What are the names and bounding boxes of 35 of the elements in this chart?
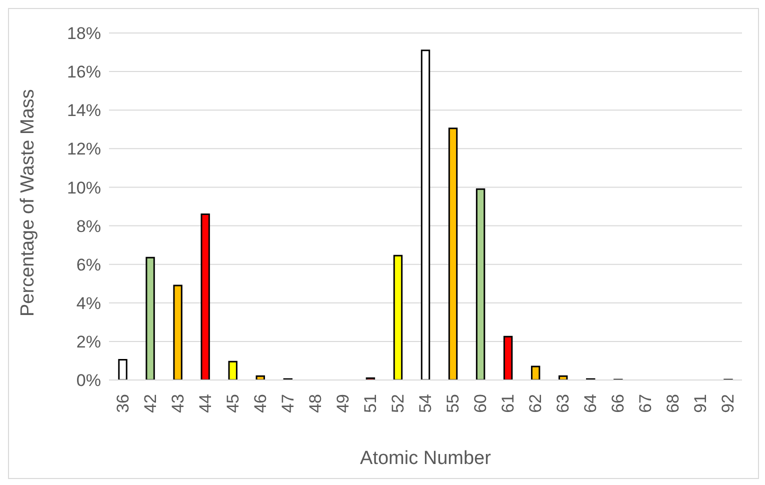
x-tick-label: 61 — [498, 394, 518, 413]
x-tick-label: 66 — [608, 394, 628, 413]
x-tick-label: 48 — [306, 394, 325, 413]
x-tick-label: 54 — [416, 394, 435, 413]
x-tick-label: 55 — [444, 394, 463, 413]
y-tick-label: 2% — [76, 332, 101, 352]
y-tick-label: 8% — [76, 216, 101, 236]
y-axis-title: Percentage of Waste Mass — [18, 89, 39, 316]
y-tick-label: 6% — [76, 255, 101, 274]
x-tick-label: 45 — [223, 394, 242, 413]
y-tick-label: 0% — [76, 371, 101, 390]
y-tick-label: 18% — [66, 24, 101, 44]
x-tick-label: 60 — [471, 394, 490, 413]
y-tick-label: 4% — [76, 294, 101, 313]
x-tick-label: 49 — [333, 394, 352, 413]
x-tick-label: 62 — [526, 394, 546, 413]
x-tick-label: 92 — [718, 394, 738, 413]
x-tick-label: 51 — [360, 394, 380, 413]
x-tick-label: 46 — [250, 394, 270, 413]
x-tick-label: 68 — [664, 394, 683, 413]
y-tick-label: 12% — [66, 140, 101, 159]
y-tick-label: 14% — [66, 101, 101, 120]
y-tick-label: 10% — [66, 178, 101, 198]
x-tick-label: 91 — [691, 394, 710, 413]
x-tick-label: 64 — [581, 394, 600, 413]
y-tick-label: 16% — [66, 62, 101, 82]
x-tick-label: 67 — [636, 394, 656, 413]
x-tick-label: 63 — [554, 394, 573, 413]
x-tick-label: 43 — [168, 394, 188, 413]
x-axis-title: Atomic Number — [360, 448, 492, 469]
x-tick-label: 47 — [278, 394, 298, 413]
x-tick-label: 42 — [140, 394, 160, 413]
x-tick-label: 36 — [113, 394, 132, 413]
x-tick-label: 44 — [196, 394, 215, 413]
x-tick-label: 52 — [388, 394, 408, 413]
